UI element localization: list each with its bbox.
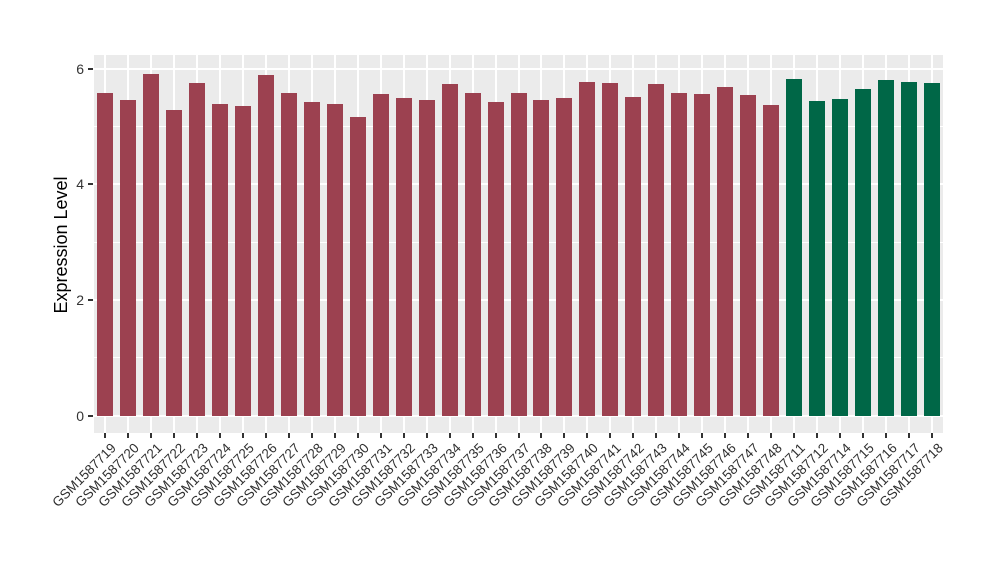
plot-panel bbox=[94, 55, 943, 433]
x-tick-mark bbox=[265, 433, 268, 438]
bar-GSM1587717 bbox=[900, 81, 917, 416]
x-tick-mark bbox=[127, 433, 130, 438]
bar-GSM1587716 bbox=[877, 79, 894, 416]
bar-GSM1587725 bbox=[235, 106, 252, 416]
bar-GSM1587731 bbox=[372, 93, 389, 416]
x-tick-mark bbox=[838, 433, 841, 438]
x-tick-mark bbox=[907, 433, 910, 438]
x-tick-mark bbox=[586, 433, 589, 438]
bar-GSM1587734 bbox=[441, 84, 458, 416]
y-tick-label: 4 bbox=[76, 176, 84, 193]
x-tick-mark bbox=[150, 433, 153, 438]
bar-GSM1587737 bbox=[510, 93, 527, 416]
bar-GSM1587715 bbox=[854, 89, 871, 416]
x-tick-mark bbox=[310, 433, 313, 438]
x-tick-mark bbox=[655, 433, 658, 438]
x-tick-mark bbox=[196, 433, 199, 438]
bar-GSM1587742 bbox=[625, 96, 642, 416]
x-tick-mark bbox=[219, 433, 222, 438]
bar-GSM1587747 bbox=[739, 95, 756, 416]
x-tick-mark bbox=[356, 433, 359, 438]
y-tick-mark bbox=[88, 183, 93, 186]
bar-GSM1587712 bbox=[808, 100, 825, 416]
x-tick-mark bbox=[494, 433, 497, 438]
bar-GSM1587718 bbox=[923, 82, 940, 416]
bar-GSM1587727 bbox=[281, 92, 298, 416]
x-tick-mark bbox=[517, 433, 520, 438]
x-tick-mark bbox=[379, 433, 382, 438]
x-tick-mark bbox=[861, 433, 864, 438]
bar-GSM1587721 bbox=[143, 74, 160, 416]
x-tick-mark bbox=[724, 433, 726, 438]
bar-GSM1587714 bbox=[831, 98, 848, 416]
bar-GSM1587748 bbox=[762, 104, 779, 416]
x-tick-mark bbox=[609, 433, 612, 438]
x-tick-mark bbox=[746, 433, 749, 438]
bar-GSM1587730 bbox=[349, 117, 366, 416]
x-tick-mark bbox=[425, 433, 428, 438]
y-tick-mark bbox=[88, 414, 93, 417]
bar-GSM1587744 bbox=[671, 93, 688, 416]
bar-GSM1587745 bbox=[694, 93, 711, 416]
bar-GSM1587735 bbox=[464, 93, 481, 416]
bar-GSM1587719 bbox=[97, 92, 114, 416]
x-tick-mark bbox=[173, 433, 176, 438]
bar-GSM1587743 bbox=[648, 83, 665, 416]
bar-GSM1587736 bbox=[487, 101, 504, 416]
x-tick-mark bbox=[884, 433, 887, 438]
x-tick-mark bbox=[792, 433, 795, 438]
bar-GSM1587726 bbox=[258, 74, 275, 416]
y-axis-title: Expression Level bbox=[51, 176, 71, 314]
bar-GSM1587740 bbox=[579, 82, 596, 416]
x-tick-mark bbox=[288, 433, 291, 438]
x-tick-mark bbox=[242, 433, 245, 438]
bar-GSM1587746 bbox=[717, 87, 733, 416]
x-tick-mark bbox=[678, 433, 681, 438]
bar-GSM1587723 bbox=[189, 83, 206, 416]
x-tick-mark bbox=[563, 433, 566, 438]
y-tick-label: 0 bbox=[76, 407, 84, 424]
bar-GSM1587733 bbox=[418, 99, 435, 416]
bar-GSM1587732 bbox=[395, 97, 412, 416]
bar-GSM1587739 bbox=[556, 97, 573, 416]
x-tick-mark bbox=[769, 433, 772, 438]
x-tick-mark bbox=[701, 433, 704, 438]
x-tick-mark bbox=[471, 433, 474, 438]
bar-GSM1587729 bbox=[326, 104, 343, 416]
x-tick-mark bbox=[333, 433, 336, 438]
y-tick-label: 2 bbox=[76, 292, 84, 309]
x-tick-mark bbox=[930, 433, 933, 438]
bar-GSM1587711 bbox=[785, 78, 802, 416]
x-tick-mark bbox=[448, 433, 451, 438]
bar-GSM1587720 bbox=[120, 100, 137, 416]
x-tick-mark bbox=[104, 433, 107, 438]
y-tick-label: 6 bbox=[76, 60, 84, 77]
y-tick-mark bbox=[88, 67, 93, 70]
x-tick-mark bbox=[402, 433, 405, 438]
bar-GSM1587728 bbox=[303, 102, 320, 416]
bar-GSM1587722 bbox=[166, 110, 183, 416]
x-tick-mark bbox=[540, 433, 543, 438]
x-tick-mark bbox=[815, 433, 818, 438]
bar-GSM1587724 bbox=[212, 104, 229, 416]
bar-GSM1587741 bbox=[602, 82, 619, 416]
x-tick-mark bbox=[632, 433, 635, 438]
y-tick-mark bbox=[88, 299, 93, 302]
bar-GSM1587738 bbox=[533, 99, 550, 416]
